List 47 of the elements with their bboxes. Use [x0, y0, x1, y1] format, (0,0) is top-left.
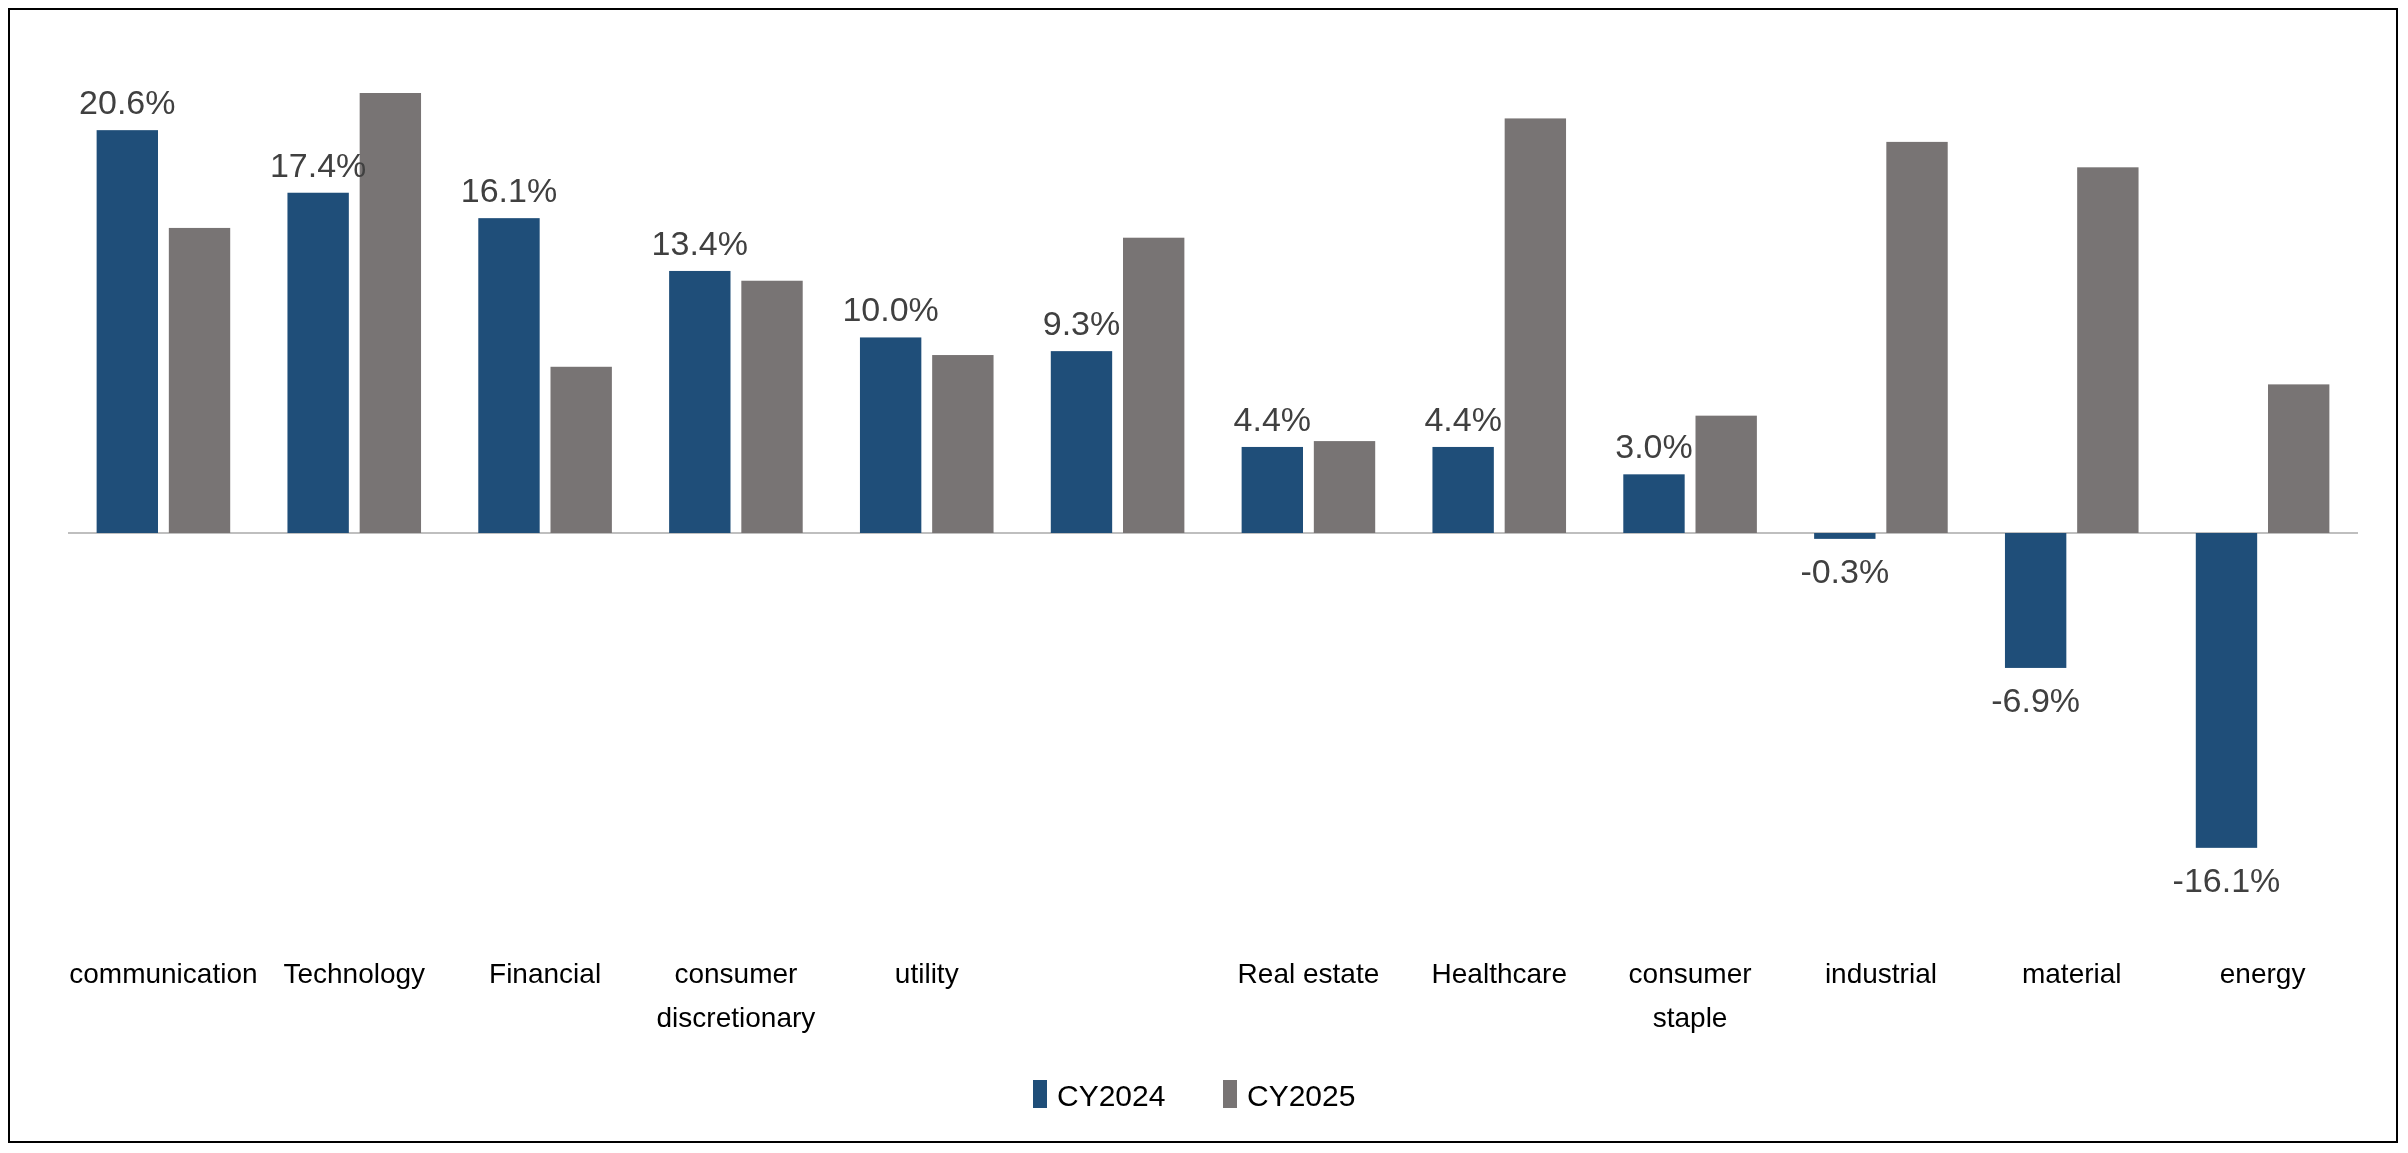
- x-tick-label: Technology: [283, 958, 426, 989]
- bar: [741, 280, 803, 533]
- legend-label: CY2025: [1247, 1079, 1356, 1112]
- x-tick-label: industrial: [1824, 958, 1937, 989]
- x-tick-label: Healthcare: [1431, 958, 1567, 989]
- bar: [1241, 446, 1303, 533]
- data-label: -6.9%: [1991, 680, 2081, 719]
- data-label: -0.3%: [1800, 551, 1890, 590]
- bar: [1695, 415, 1757, 533]
- bar: [2268, 384, 2330, 533]
- data-label: 10.0%: [842, 290, 939, 329]
- bar: [168, 227, 231, 533]
- bar: [1050, 351, 1113, 533]
- bar: [1623, 474, 1685, 533]
- bar: [1313, 441, 1376, 533]
- bar: [669, 270, 731, 533]
- data-label: 16.1%: [460, 171, 558, 210]
- bar: [287, 192, 349, 533]
- x-tick-label: Financial: [489, 958, 602, 989]
- data-label: 4.4%: [1424, 399, 1502, 438]
- data-label: 20.6%: [79, 83, 176, 122]
- data-label: 3.0%: [1615, 427, 1693, 466]
- x-tick-label: material: [2021, 958, 2122, 989]
- x-tick-label: Real estate: [1237, 958, 1380, 989]
- x-tick-label: communication: [69, 958, 258, 989]
- bar: [96, 130, 158, 533]
- bar: [1432, 446, 1494, 533]
- data-label: -16.1%: [2172, 860, 2281, 899]
- bar: [2077, 167, 2139, 533]
- bar: [1886, 141, 1948, 533]
- bar: [1504, 118, 1567, 533]
- bar: [2195, 533, 2258, 848]
- bar: [859, 337, 922, 533]
- data-label: 9.3%: [1042, 304, 1121, 343]
- x-tick-label: energy: [2219, 958, 2306, 989]
- bar: [550, 366, 612, 533]
- x-tick-label: consumer staple: [1628, 958, 1752, 1033]
- legend-label: CY2024: [1057, 1079, 1166, 1112]
- x-tick-label: utility: [894, 958, 959, 989]
- bar: [1123, 237, 1185, 533]
- bar: [2004, 533, 2067, 668]
- bar: [478, 218, 540, 533]
- data-label: 4.4%: [1233, 399, 1312, 438]
- x-tick-label: consumer discretionary: [656, 958, 816, 1033]
- bar: [1814, 533, 1876, 539]
- data-label: 13.4%: [651, 223, 749, 262]
- bar: [932, 355, 994, 533]
